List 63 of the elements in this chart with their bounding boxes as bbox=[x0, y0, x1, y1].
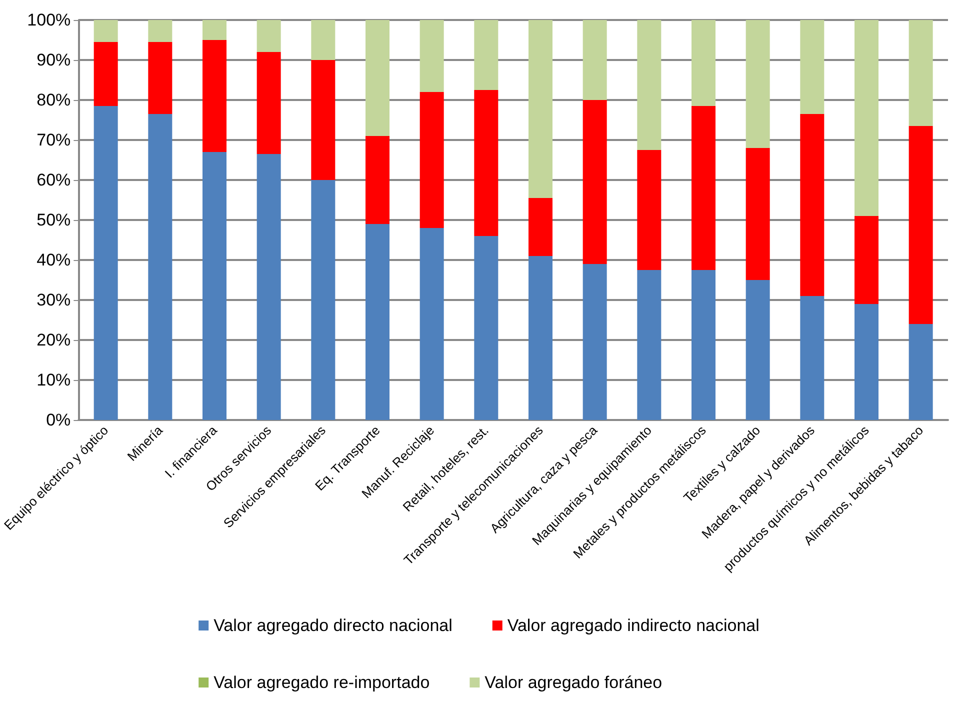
bar bbox=[311, 60, 336, 180]
bar bbox=[637, 20, 662, 150]
y-tick-label: 0% bbox=[46, 410, 71, 430]
bar bbox=[692, 106, 716, 270]
bar bbox=[420, 20, 444, 92]
bar bbox=[94, 42, 118, 106]
bar bbox=[854, 216, 878, 304]
bar bbox=[94, 20, 118, 42]
bar bbox=[202, 152, 227, 420]
bar bbox=[528, 198, 552, 256]
bar bbox=[528, 256, 552, 420]
bar bbox=[148, 42, 172, 114]
y-tick-label: 100% bbox=[27, 10, 71, 30]
y-tick-label: 40% bbox=[36, 250, 71, 270]
bar bbox=[311, 20, 336, 60]
legend-label: Valor agregado re-importado bbox=[214, 673, 430, 692]
bar bbox=[908, 324, 933, 420]
y-tick-label: 70% bbox=[36, 130, 71, 150]
bar bbox=[908, 20, 933, 126]
y-tick-label: 60% bbox=[36, 170, 71, 190]
bar bbox=[148, 20, 172, 42]
bar bbox=[746, 20, 770, 148]
bar bbox=[854, 304, 878, 420]
bar bbox=[800, 20, 824, 114]
bar bbox=[582, 20, 607, 100]
y-tick-label: 30% bbox=[36, 290, 71, 310]
bar bbox=[692, 20, 716, 106]
bar bbox=[420, 228, 444, 420]
bar bbox=[582, 264, 607, 420]
bar bbox=[746, 280, 770, 420]
y-tick-label: 10% bbox=[36, 370, 71, 390]
bar bbox=[202, 40, 227, 152]
bar bbox=[420, 92, 444, 228]
bar bbox=[366, 224, 390, 420]
bar bbox=[366, 136, 390, 224]
bar bbox=[637, 150, 662, 270]
bar bbox=[528, 20, 552, 198]
bar bbox=[854, 20, 878, 216]
legend-label: Valor agregado directo nacional bbox=[214, 616, 452, 635]
bar bbox=[637, 270, 662, 420]
bar bbox=[474, 236, 498, 420]
bar bbox=[256, 20, 281, 52]
y-tick-label: 80% bbox=[36, 90, 71, 110]
bar bbox=[474, 90, 498, 236]
bar bbox=[908, 126, 933, 324]
bar bbox=[202, 20, 227, 40]
bar bbox=[582, 100, 607, 264]
bar bbox=[148, 114, 172, 420]
bar bbox=[800, 114, 824, 296]
bar bbox=[692, 270, 716, 420]
bar bbox=[94, 106, 118, 420]
legend-label: Valor agregado indirecto nacional bbox=[507, 616, 760, 635]
bar bbox=[256, 154, 281, 420]
bar bbox=[256, 52, 281, 154]
y-tick-label: 90% bbox=[36, 50, 71, 70]
bar bbox=[366, 20, 390, 136]
bar bbox=[800, 296, 824, 420]
bar bbox=[746, 148, 770, 280]
y-tick-label: 50% bbox=[36, 210, 71, 230]
legend-label: Valor agregado foráneo bbox=[484, 673, 662, 692]
bar bbox=[311, 180, 336, 420]
bar bbox=[474, 20, 498, 90]
y-tick-label: 20% bbox=[36, 330, 71, 350]
